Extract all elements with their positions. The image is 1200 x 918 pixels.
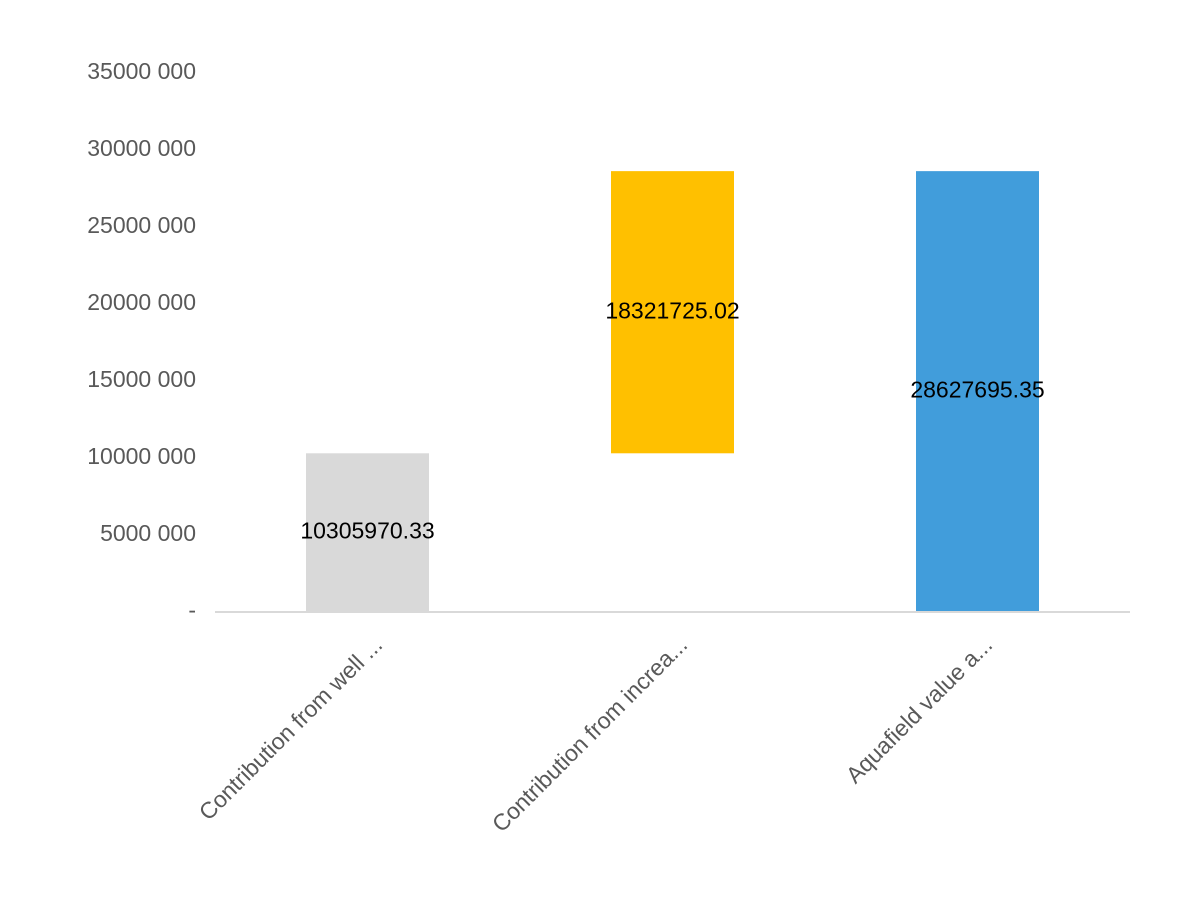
x-tick-label: Contribution from well ...: [194, 631, 388, 825]
y-tick-label: -: [188, 597, 196, 623]
y-tick-label: 35000 000: [87, 58, 196, 84]
data-label: 10305970.33: [300, 518, 434, 544]
y-tick-label: 5000 000: [100, 520, 196, 546]
y-tick-label: 10000 000: [87, 443, 196, 469]
bar: [611, 171, 734, 454]
y-tick-label: 30000 000: [87, 135, 196, 161]
x-tick-label: Contribution from increa...: [487, 631, 693, 837]
x-tick-label: Aquafield value a...: [841, 631, 998, 788]
data-label: 18321725.02: [605, 297, 739, 323]
y-tick-label: 15000 000: [87, 366, 196, 392]
y-tick-label: 20000 000: [87, 289, 196, 315]
data-label: 28627695.35: [910, 377, 1044, 403]
y-tick-label: 25000 000: [87, 212, 196, 238]
bar: [306, 453, 429, 612]
bar: [916, 171, 1039, 613]
